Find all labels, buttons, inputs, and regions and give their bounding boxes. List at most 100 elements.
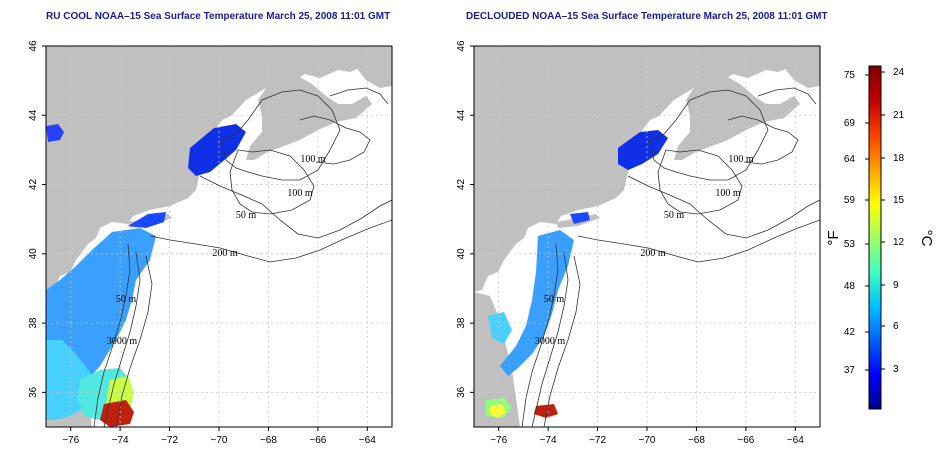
bathymetry-contour xyxy=(543,255,581,427)
sst-region xyxy=(500,230,574,376)
bathymetry-contour xyxy=(229,149,315,215)
bathymetry-contour xyxy=(531,251,569,427)
contour-label: 50 m xyxy=(544,294,565,305)
colorbar-f-tick-label: 37 xyxy=(844,365,856,376)
lon-tick-label: −74 xyxy=(112,435,129,446)
sst-region xyxy=(128,212,166,228)
lat-tick-label: 46 xyxy=(456,40,467,52)
bathymetry-contour xyxy=(649,89,769,181)
colorbar-f-tick-label: 42 xyxy=(844,327,856,338)
lon-tick-label: −72 xyxy=(161,435,178,446)
lon-tick-label: −64 xyxy=(787,435,804,446)
land-mass xyxy=(246,76,372,160)
colorbar-f-tick-label: 59 xyxy=(844,195,856,206)
sst-region xyxy=(490,404,506,418)
lon-tick-label: −76 xyxy=(62,435,79,446)
left-map-axes: −76 −74 −72 −70 −68 −66 −64 36 38 40 42 44 46 xyxy=(28,40,376,446)
left-map-content: 100 m 100 m 50 m 200 m 50 m 3000 m xyxy=(46,46,392,427)
colorbar-c-tick-label: 6 xyxy=(893,321,899,332)
bathymetry-contour xyxy=(657,149,743,215)
bathymetry-contour xyxy=(199,175,392,239)
fahrenheit-axis-label: °F xyxy=(825,230,842,245)
bathymetry-contour xyxy=(727,115,799,165)
lat-tick-label: 42 xyxy=(456,179,467,191)
land-mass xyxy=(352,54,392,88)
lat-tick-label: 42 xyxy=(28,179,39,191)
lat-tick-label: 40 xyxy=(28,248,39,260)
sst-region xyxy=(570,212,590,224)
bathymetry-contour xyxy=(329,87,389,105)
lat-tick-label: 36 xyxy=(28,386,39,398)
contour-label: 50 m xyxy=(236,210,257,221)
colorbar-f-tick-label: 75 xyxy=(844,70,856,81)
right-panel-title: DECLOUDED NOAA–15 Sea Surface Temperatur… xyxy=(466,11,828,22)
lon-tick-label: −68 xyxy=(260,435,277,446)
contour-label: 200 m xyxy=(640,248,666,259)
lon-tick-label: −72 xyxy=(589,435,606,446)
bathymetry-contour xyxy=(577,219,820,263)
colorbar-c-tick-label: 3 xyxy=(893,364,899,375)
colorbar-c-tick-label: 18 xyxy=(893,153,905,164)
land-mass xyxy=(780,54,820,88)
colorbar-c-tick-label: 24 xyxy=(893,67,905,78)
contour-label: 50 m xyxy=(116,294,137,305)
colorbar-c-tick-label: 21 xyxy=(893,110,905,121)
land-mass xyxy=(474,46,820,292)
lat-tick-label: 36 xyxy=(456,386,467,398)
lon-tick-label: −66 xyxy=(309,435,326,446)
sst-region xyxy=(618,130,668,170)
contour-label: 3000 m xyxy=(535,336,566,347)
sst-region xyxy=(488,312,512,344)
contour-label: 100 m xyxy=(287,188,313,199)
contour-label: 100 m xyxy=(300,154,326,165)
contour-label: 200 m xyxy=(212,248,238,259)
contour-label: 3000 m xyxy=(107,336,138,347)
bathymetry-contour xyxy=(757,87,817,105)
colorbar-gradient xyxy=(868,65,882,410)
lon-tick-label: −68 xyxy=(688,435,705,446)
celsius-axis-label: °C xyxy=(918,230,935,247)
contour-label: 100 m xyxy=(728,154,754,165)
lon-tick-label: −66 xyxy=(737,435,754,446)
lon-tick-label: −74 xyxy=(540,435,557,446)
colorbar-c-tick-label: 12 xyxy=(893,237,905,248)
lon-tick-label: −76 xyxy=(490,435,507,446)
colorbar-c-tick-label: 15 xyxy=(893,195,905,206)
left-panel-title: RU COOL NOAA–15 Sea Surface Temperature … xyxy=(46,11,391,22)
sst-region xyxy=(534,404,558,418)
bathymetry-contour xyxy=(93,243,131,427)
bathymetry-contour xyxy=(299,115,371,165)
land-mass xyxy=(46,46,392,292)
colorbar-f-tick-label: 69 xyxy=(844,118,856,129)
sst-region xyxy=(46,124,64,142)
bathymetry-contour xyxy=(221,89,341,181)
contour-label: 50 m xyxy=(664,210,685,221)
contour-label: 100 m xyxy=(715,188,741,199)
bathymetry-contour xyxy=(103,251,141,427)
bathymetry-contour xyxy=(627,175,820,239)
lon-tick-label: −70 xyxy=(639,435,656,446)
lat-tick-label: 44 xyxy=(456,109,467,121)
temperature-colorbar: °F °C 75 69 64 59 53 48 42 37 24 21 18 15 12 9 6 3 xyxy=(825,65,935,410)
bathymetry-contour xyxy=(149,219,392,263)
sst-region xyxy=(188,124,246,176)
lat-tick-label: 46 xyxy=(28,40,39,52)
lon-tick-label: −70 xyxy=(211,435,228,446)
lon-tick-label: −64 xyxy=(359,435,376,446)
colorbar-f-tick-label: 64 xyxy=(844,154,856,165)
land-mass xyxy=(674,76,800,160)
land-mass xyxy=(474,292,520,427)
lat-tick-label: 38 xyxy=(28,317,39,329)
bathymetry-contour xyxy=(521,243,559,427)
colorbar-c-tick-label: 9 xyxy=(893,280,899,291)
bathymetry-contour xyxy=(115,255,153,427)
lat-tick-label: 44 xyxy=(28,109,39,121)
colorbar-f-tick-label: 53 xyxy=(844,239,856,250)
right-map-content: 100 m 100 m 50 m 200 m 50 m 3000 m xyxy=(474,46,820,427)
right-map-axes: −76 −74 −72 −70 −68 −66 −64 36 38 40 42 44 46 xyxy=(456,40,804,446)
lat-tick-label: 38 xyxy=(456,317,467,329)
lat-tick-label: 40 xyxy=(456,248,467,260)
